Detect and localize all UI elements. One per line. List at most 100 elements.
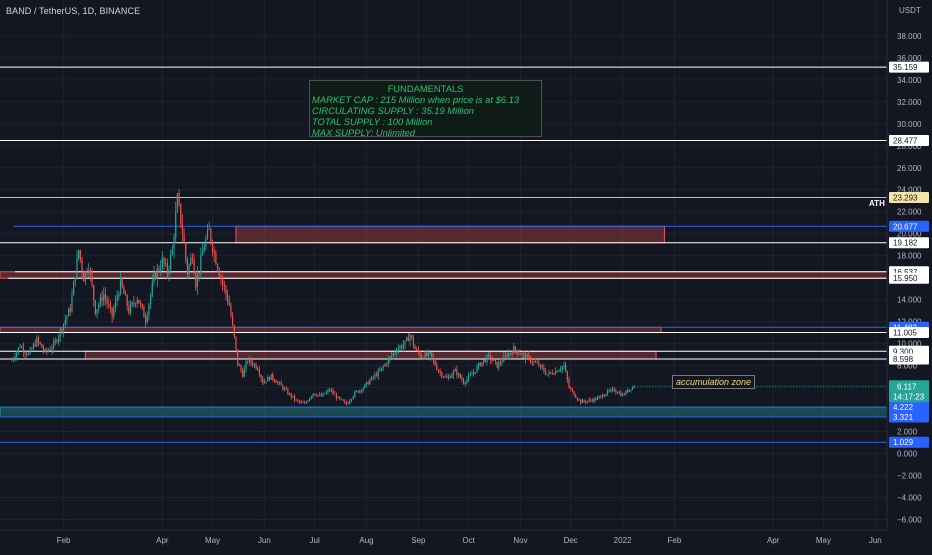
candle-body[interactable]: [468, 375, 470, 380]
candle-body[interactable]: [436, 365, 438, 370]
candle-body[interactable]: [471, 374, 473, 376]
candle-body[interactable]: [203, 247, 205, 253]
candle-body[interactable]: [216, 264, 219, 270]
candle-body[interactable]: [54, 340, 56, 343]
price-level-badge[interactable]: [889, 237, 929, 249]
candle-body[interactable]: [417, 349, 419, 353]
candle-body[interactable]: [36, 337, 38, 346]
candle-body[interactable]: [533, 361, 535, 363]
candle-body[interactable]: [128, 306, 130, 313]
candle-body[interactable]: [481, 362, 483, 366]
candle-body[interactable]: [235, 336, 237, 350]
candle-body[interactable]: [190, 257, 192, 266]
candle-body[interactable]: [260, 374, 262, 379]
candle-body[interactable]: [555, 370, 557, 375]
candle-body[interactable]: [402, 344, 404, 348]
candle-body[interactable]: [335, 394, 337, 399]
candle-body[interactable]: [131, 302, 133, 305]
candle-body[interactable]: [31, 348, 33, 350]
candle-body[interactable]: [621, 394, 624, 396]
candle-body[interactable]: [66, 316, 68, 320]
candle-body[interactable]: [155, 272, 157, 279]
candle-body[interactable]: [429, 352, 431, 353]
candle-body[interactable]: [422, 358, 425, 360]
candle-body[interactable]: [568, 379, 570, 388]
candle-body[interactable]: [382, 366, 384, 368]
candle-body[interactable]: [320, 394, 322, 397]
candle-body[interactable]: [628, 389, 630, 392]
candle-body[interactable]: [337, 396, 339, 399]
candle-body[interactable]: [76, 258, 78, 279]
candle-body[interactable]: [359, 390, 361, 393]
candle-body[interactable]: [41, 344, 43, 348]
candle-body[interactable]: [401, 346, 403, 348]
candle-body[interactable]: [384, 364, 386, 367]
candle-body[interactable]: [300, 401, 302, 403]
candle-body[interactable]: [57, 336, 60, 342]
candle-body[interactable]: [508, 353, 510, 358]
candle-body[interactable]: [99, 297, 102, 305]
candle-body[interactable]: [506, 355, 508, 358]
price-level-badge[interactable]: [889, 135, 929, 147]
candle-body[interactable]: [340, 398, 343, 400]
candle-body[interactable]: [620, 392, 622, 396]
candle-body[interactable]: [111, 307, 113, 317]
candle-body[interactable]: [509, 352, 512, 354]
candle-body[interactable]: [153, 272, 155, 283]
candle-body[interactable]: [339, 396, 341, 399]
candle-body[interactable]: [253, 364, 255, 366]
candle-body[interactable]: [103, 294, 105, 301]
candle-body[interactable]: [332, 390, 334, 394]
candle-body[interactable]: [493, 360, 495, 361]
candle-body[interactable]: [158, 268, 160, 271]
candle-body[interactable]: [68, 308, 70, 317]
candle-body[interactable]: [357, 390, 359, 393]
candle-body[interactable]: [441, 372, 443, 377]
candle-body[interactable]: [392, 353, 394, 356]
candle-body[interactable]: [129, 304, 132, 313]
candle-body[interactable]: [96, 309, 98, 315]
fundamentals-box[interactable]: FUNDAMENTALS MARKET CAP : 215 Million wh…: [309, 80, 542, 138]
candle-body[interactable]: [536, 362, 538, 364]
price-level-badge[interactable]: [889, 411, 929, 423]
candle-body[interactable]: [524, 353, 527, 360]
candle-body[interactable]: [298, 400, 301, 402]
candle-body[interactable]: [573, 390, 575, 396]
candle-body[interactable]: [593, 398, 595, 402]
candle-body[interactable]: [459, 373, 461, 378]
candle-body[interactable]: [449, 376, 451, 378]
candle-body[interactable]: [442, 376, 445, 378]
candle-body[interactable]: [396, 351, 398, 353]
candle-body[interactable]: [427, 352, 430, 356]
candle-body[interactable]: [464, 382, 466, 384]
candle-body[interactable]: [529, 356, 532, 363]
candle-body[interactable]: [205, 238, 207, 248]
candle-body[interactable]: [578, 399, 580, 401]
candle-body[interactable]: [277, 382, 279, 384]
candle-body[interactable]: [278, 382, 281, 384]
candle-body[interactable]: [447, 376, 450, 379]
candle-body[interactable]: [11, 360, 13, 361]
candle-body[interactable]: [47, 350, 50, 352]
candle-body[interactable]: [494, 360, 496, 362]
candle-body[interactable]: [483, 359, 485, 363]
candle-body[interactable]: [109, 304, 112, 308]
candle-body[interactable]: [143, 307, 145, 318]
candle-body[interactable]: [124, 293, 127, 296]
candle-body[interactable]: [123, 286, 125, 294]
candle-body[interactable]: [198, 272, 200, 275]
candle-body[interactable]: [632, 386, 634, 390]
candle-body[interactable]: [558, 370, 560, 372]
candle-body[interactable]: [406, 337, 408, 341]
candle-body[interactable]: [486, 355, 488, 362]
candle-body[interactable]: [404, 340, 406, 345]
candle-body[interactable]: [360, 390, 363, 391]
candle-body[interactable]: [138, 299, 140, 304]
candle-body[interactable]: [626, 390, 629, 392]
candle-body[interactable]: [106, 298, 108, 304]
candle-body[interactable]: [432, 356, 435, 361]
candle-body[interactable]: [183, 233, 185, 244]
candle-body[interactable]: [324, 393, 326, 395]
candle-body[interactable]: [116, 296, 118, 301]
candle-body[interactable]: [104, 294, 107, 299]
